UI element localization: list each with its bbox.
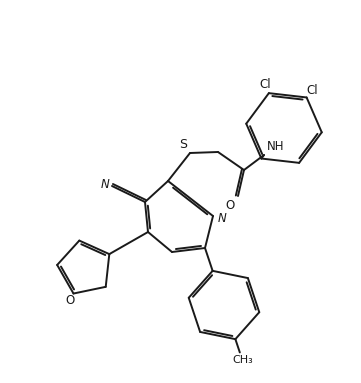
Text: CH₃: CH₃ [232, 355, 253, 365]
Text: NH: NH [267, 140, 284, 153]
Text: Cl: Cl [260, 79, 271, 92]
Text: Cl: Cl [306, 84, 318, 97]
Text: N: N [218, 213, 227, 226]
Text: S: S [179, 138, 187, 151]
Text: N: N [100, 178, 109, 192]
Text: O: O [226, 199, 235, 212]
Text: O: O [66, 294, 75, 307]
